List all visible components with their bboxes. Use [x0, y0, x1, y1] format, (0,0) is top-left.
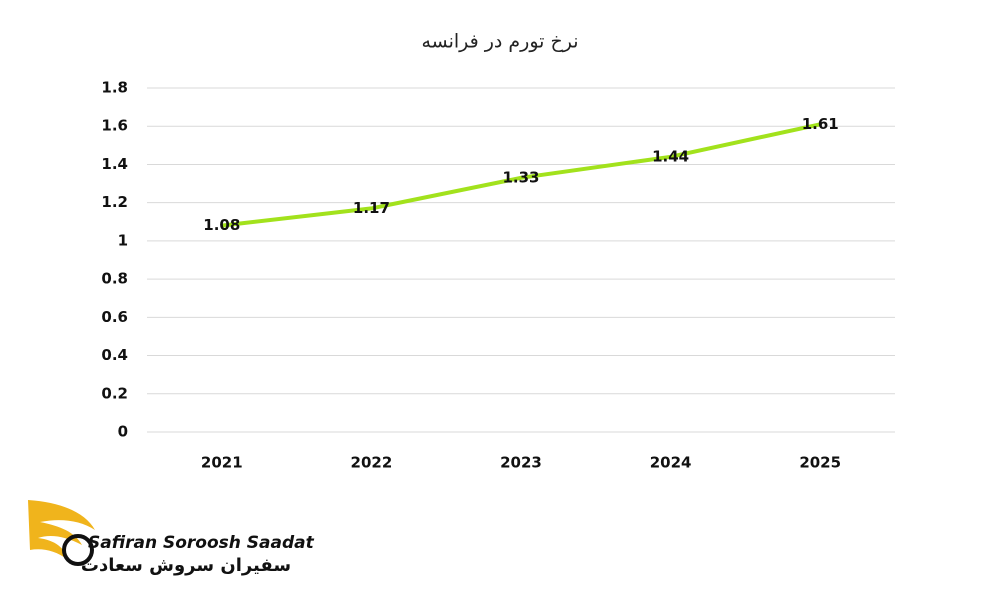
x-tick-label: 2023	[500, 454, 542, 472]
y-tick-label: 1.8	[101, 79, 128, 97]
x-tick-label: 2022	[351, 454, 393, 472]
y-tick-label: 1.4	[101, 155, 128, 173]
y-tick-label: 1.6	[101, 117, 128, 135]
data-label: 1.61	[802, 115, 839, 133]
logo-mark	[62, 534, 94, 566]
x-tick-label: 2021	[201, 454, 243, 472]
data-label: 1.08	[203, 216, 240, 234]
series-line	[221, 122, 821, 228]
data-label: 1.17	[353, 199, 390, 217]
y-tick-label: 0.4	[101, 346, 128, 364]
y-tick-label: 1.2	[101, 193, 128, 211]
y-tick-label: 1	[118, 231, 128, 249]
x-tick-label: 2024	[650, 454, 692, 472]
logo-name: Safiran Soroosh Saadat	[88, 533, 315, 553]
y-tick-label: 0	[118, 423, 128, 441]
y-tick-label: 0.6	[101, 308, 128, 326]
y-tick-label: 0.8	[101, 270, 128, 288]
data-label: 1.44	[652, 147, 689, 165]
y-tick-label: 0.2	[101, 384, 128, 402]
logo: Safiran Soroosh Saadat سفیران سروش سعادت	[28, 500, 315, 576]
x-tick-label: 2025	[799, 454, 841, 472]
chart-title: نرخ تورم در فرانسه	[421, 31, 578, 53]
logo-wing	[28, 500, 95, 560]
logo-name-fa: سفیران سروش سعادت	[81, 555, 291, 576]
data-label: 1.33	[502, 168, 539, 186]
